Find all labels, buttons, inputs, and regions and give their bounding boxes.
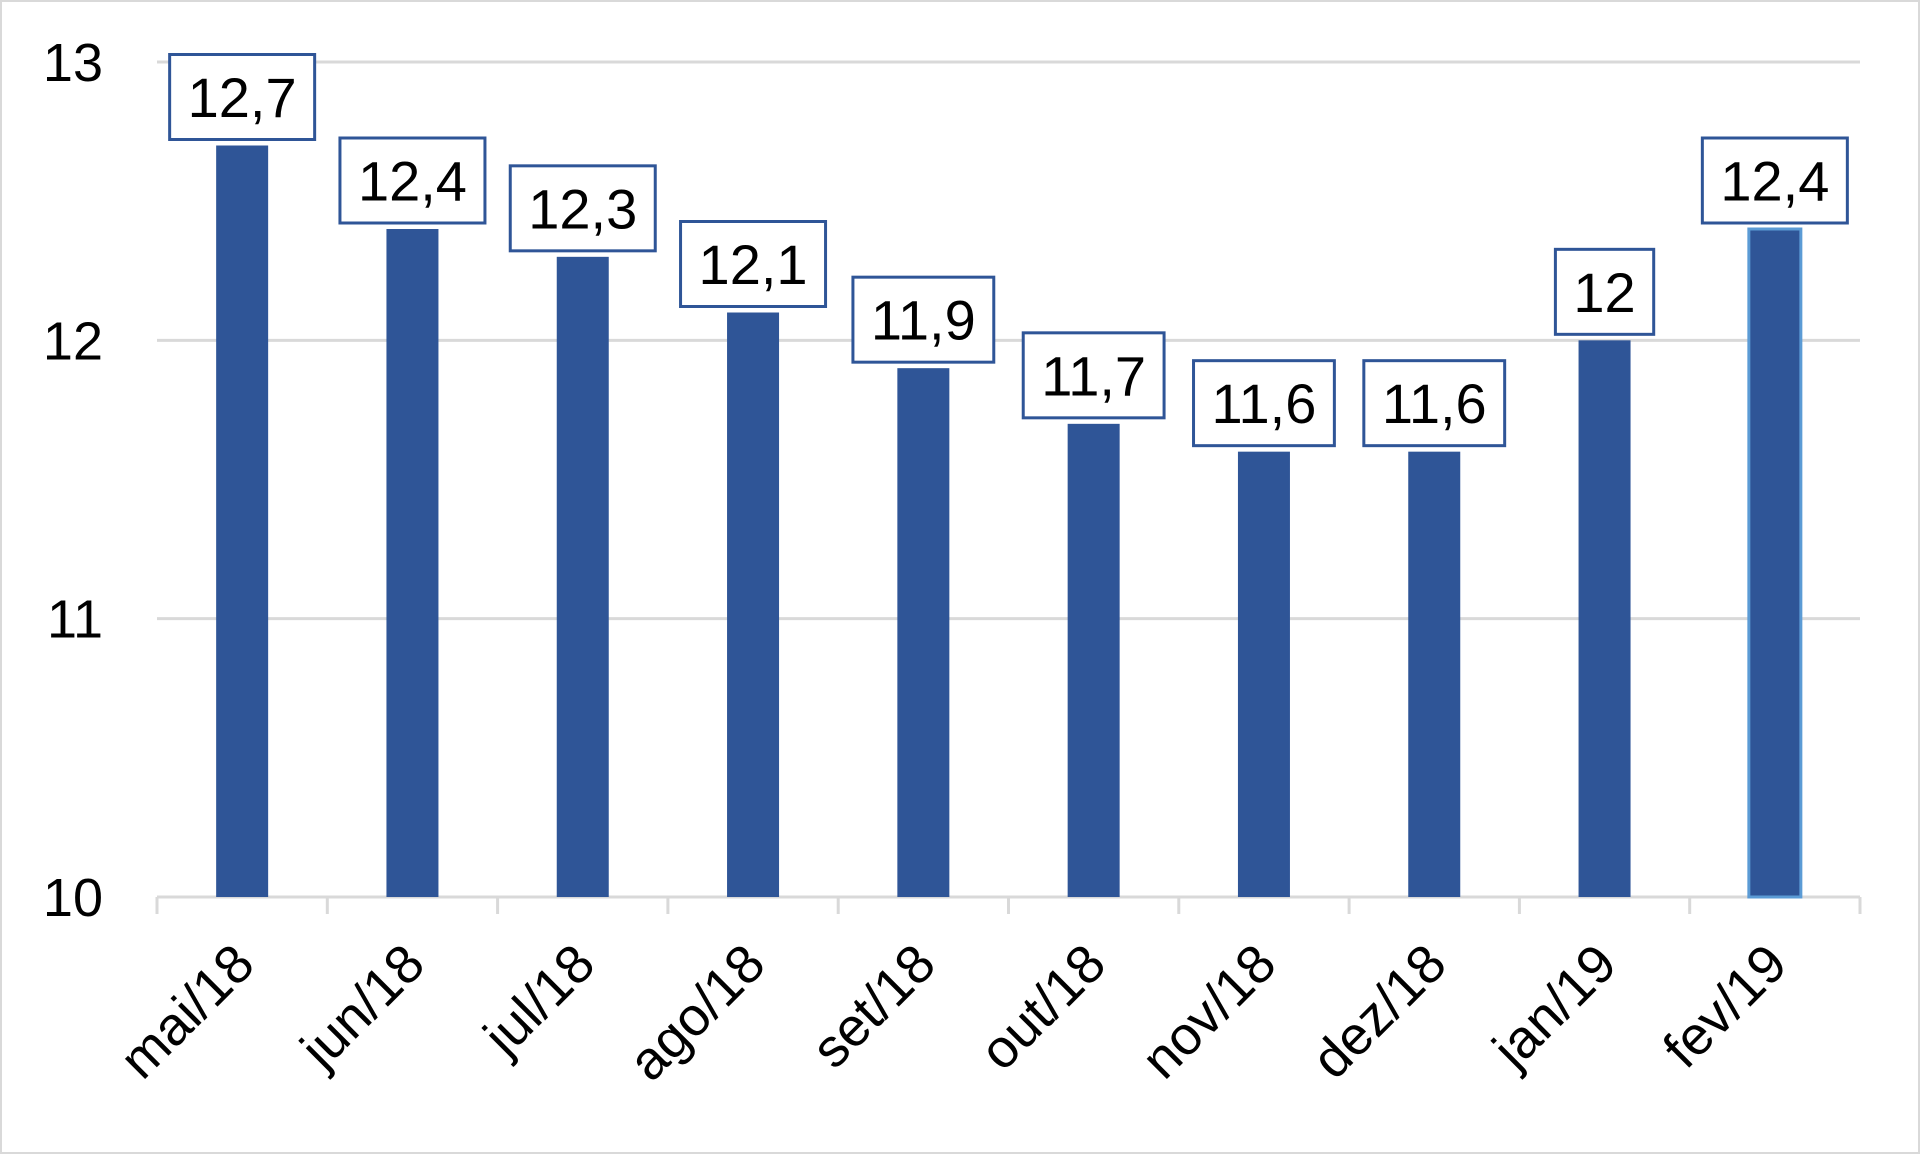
data-label-box: [168, 53, 317, 141]
y-tick-label: 10: [43, 868, 103, 928]
x-tick-label: jan/19: [1480, 933, 1628, 1081]
x-tick-label: mai/18: [109, 933, 266, 1090]
data-label: 12,4: [1720, 150, 1829, 213]
bar: [1408, 451, 1461, 897]
data-label: 11,6: [1382, 372, 1487, 435]
data-label: 12,4: [358, 150, 467, 213]
data-label: 12,7: [188, 66, 297, 129]
data-label: 12: [1573, 261, 1635, 324]
data-label-box: [1021, 331, 1166, 420]
data-label: 11,7: [1041, 344, 1146, 407]
bar: [1237, 451, 1290, 897]
bar: [727, 312, 780, 897]
x-tick-label: fev/19: [1652, 933, 1798, 1079]
data-label: 12,3: [528, 177, 637, 240]
bar: [556, 256, 609, 897]
x-axis: [155, 895, 1862, 914]
y-tick-label: 11: [47, 590, 103, 650]
data-label-box: [1362, 359, 1507, 448]
x-axis-tick-labels: mai/18 jun/18 jul/18 ago/18 set/18 out/18 nov/…: [109, 933, 1799, 1092]
bar: [216, 145, 269, 897]
data-label-box: [1700, 136, 1849, 225]
x-tick-label: jun/18: [288, 933, 436, 1081]
bar: [897, 368, 950, 898]
y-tick-label: 13: [43, 33, 103, 93]
data-label-box: [508, 164, 657, 253]
x-tick-label: ago/18: [617, 933, 776, 1092]
data-label-box: [851, 275, 996, 364]
data-label: 11,6: [1212, 372, 1317, 435]
x-tick-label: set/18: [800, 933, 946, 1079]
x-tick-label: out/18: [969, 933, 1118, 1082]
data-label-box: [1553, 247, 1656, 336]
data-label: 12,1: [699, 233, 808, 296]
data-label: 11,9: [871, 289, 976, 352]
bar: [1578, 340, 1631, 897]
bar: [386, 229, 439, 897]
bar: [1067, 423, 1120, 897]
x-tick-label: jul/18: [471, 933, 606, 1068]
data-label-box: [1192, 359, 1336, 448]
data-label-box: [679, 220, 828, 308]
bar: [1747, 227, 1803, 899]
data-label-box: [338, 136, 487, 225]
y-tick-label: 12: [43, 311, 103, 371]
x-tick-label: dez/18: [1301, 933, 1458, 1090]
bars: [216, 145, 1803, 899]
data-labels: 12,7 12,4 12,3 12,1 11,9 11,7 11,6 11,6 12 12,4: [168, 53, 1849, 448]
y-axis-tick-labels: 10 11 12 13: [43, 33, 103, 928]
gridlines: [157, 60, 1860, 621]
x-tick-label: nov/18: [1130, 933, 1287, 1090]
